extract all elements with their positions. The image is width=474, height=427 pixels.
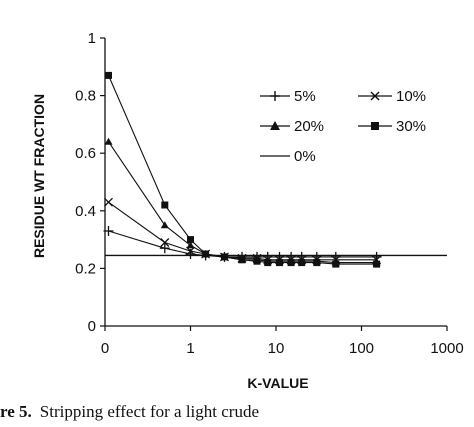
series-line xyxy=(107,75,377,265)
data-point xyxy=(264,259,272,267)
legend-item-0pct: 0% xyxy=(260,148,316,165)
series-square xyxy=(105,71,381,268)
x-tick-label: 1 xyxy=(186,340,194,357)
series-triangle xyxy=(104,137,381,266)
axes xyxy=(104,38,447,327)
legend-item-10pct: 10% xyxy=(358,88,426,105)
y-tick-label: 0.8 xyxy=(75,88,96,105)
data-point xyxy=(186,246,195,256)
x-tick-label: 1000 xyxy=(430,340,463,357)
x-tick-label: 0 xyxy=(101,340,109,357)
series-line xyxy=(108,141,377,264)
figure-caption-text: Stripping effect for a light crude xyxy=(40,402,259,421)
legend-label: 5% xyxy=(294,88,316,105)
y-axis-title: RESIDUE WT FRACTION xyxy=(31,94,47,258)
data-point xyxy=(253,257,261,265)
data-point xyxy=(160,221,169,229)
series xyxy=(103,71,447,268)
figure-caption-label: re 5. xyxy=(0,402,32,421)
data-point xyxy=(313,259,321,267)
data-point xyxy=(298,259,306,267)
series-line xyxy=(108,201,377,261)
x-tick-label: 10 xyxy=(268,340,285,357)
legend-label: 10% xyxy=(396,88,426,105)
y-tick-label: 0 xyxy=(88,318,96,335)
legend-marker-plus xyxy=(270,91,280,101)
y-tick-label: 0.2 xyxy=(75,260,96,277)
y-tick-label: 0.6 xyxy=(75,145,96,162)
legend-marker-triangle xyxy=(270,121,280,130)
data-point xyxy=(159,243,170,254)
data-point xyxy=(103,226,114,236)
data-point xyxy=(373,260,381,268)
x-tick-label: 100 xyxy=(349,340,374,357)
data-point xyxy=(105,71,112,79)
data-point xyxy=(104,137,113,145)
legend-label: 20% xyxy=(294,118,324,135)
legend: 5% 10% 20% 30% 0% xyxy=(260,88,426,165)
data-point xyxy=(186,241,195,249)
tick-marks xyxy=(100,37,448,331)
data-point xyxy=(160,238,170,247)
tick-labels: 00.20.40.60.810 1 10 100 1000 xyxy=(75,30,464,357)
legend-item-20pct: 20% xyxy=(260,118,324,135)
figure-caption: re 5. Stripping effect for a light crude xyxy=(0,402,259,421)
y-tick-label: 0.4 xyxy=(75,203,96,220)
legend-item-5pct: 5% xyxy=(260,88,316,105)
data-point xyxy=(187,236,194,244)
legend-label: 30% xyxy=(396,118,426,135)
legend-label: 0% xyxy=(294,148,316,165)
data-point xyxy=(202,250,210,258)
data-point xyxy=(161,201,169,209)
data-point xyxy=(104,197,113,207)
data-point xyxy=(221,253,228,261)
legend-item-30pct: 30% xyxy=(358,118,426,135)
y-tick-label: 1 xyxy=(88,30,96,47)
data-point xyxy=(276,259,283,267)
x-axis-title: K-VALUE xyxy=(247,375,308,391)
data-point xyxy=(238,256,246,264)
data-point xyxy=(287,259,295,267)
data-point xyxy=(332,260,340,268)
legend-marker-square xyxy=(371,122,379,130)
legend-marker-x xyxy=(370,91,380,101)
